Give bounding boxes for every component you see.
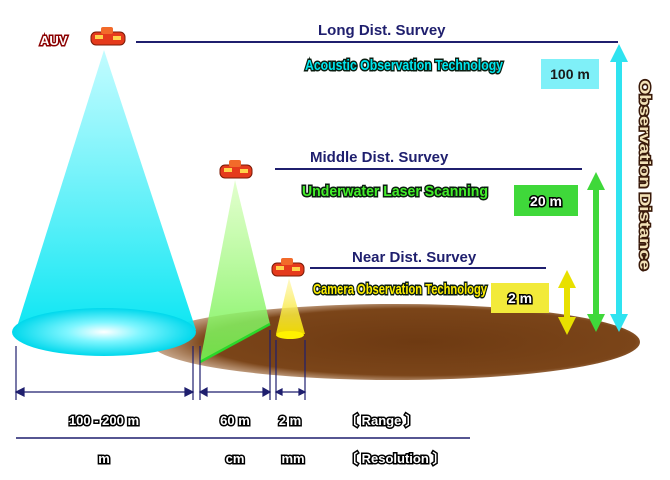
distance-box-20 — [514, 185, 578, 216]
camera-footprint — [276, 331, 304, 339]
arrow-20m — [587, 172, 605, 332]
distance-box-2 — [491, 283, 549, 313]
auv-long — [90, 27, 126, 46]
arrow-100m — [610, 44, 628, 332]
distance-2-label: 2 m — [508, 290, 532, 306]
observation-distance-label: Observation Distance — [636, 80, 653, 270]
laser-footprint-line — [199, 322, 271, 364]
laser-tech-label: Underwater Laser Scanning — [302, 183, 488, 200]
laser-beam — [200, 180, 270, 362]
range-middle: 60 m — [220, 413, 250, 428]
resolution-near: mm — [281, 451, 304, 466]
resolution-label: 〔 Resolution 〕 — [345, 451, 445, 466]
range-dimension-lines — [14, 330, 307, 400]
camera-beam — [276, 278, 305, 334]
camera-tech-label: Camera Observation Technology — [313, 281, 487, 298]
resolution-middle: cm — [226, 451, 245, 466]
long-survey-title: Long Dist. Survey — [318, 22, 446, 39]
auv-middle — [219, 160, 253, 179]
resolution-long: m — [98, 451, 110, 466]
arrow-2m — [558, 270, 576, 335]
range-long: 100 - 200 m — [69, 413, 139, 428]
range-near: 2 m — [279, 413, 301, 428]
near-survey-title: Near Dist. Survey — [352, 249, 477, 266]
seabed — [150, 304, 640, 380]
auv-label: AUV — [40, 33, 68, 48]
distance-100-label: 100 m — [550, 66, 590, 82]
distance-20-label: 20 m — [530, 193, 562, 209]
acoustic-footprint — [12, 308, 196, 356]
auv-near — [271, 258, 305, 277]
acoustic-beam — [16, 50, 196, 330]
distance-box-100 — [541, 59, 599, 89]
middle-survey-title: Middle Dist. Survey — [310, 149, 449, 166]
range-label: 〔 Range 〕 — [345, 413, 418, 428]
acoustic-tech-label: Acoustic Observation Technology — [305, 57, 504, 74]
